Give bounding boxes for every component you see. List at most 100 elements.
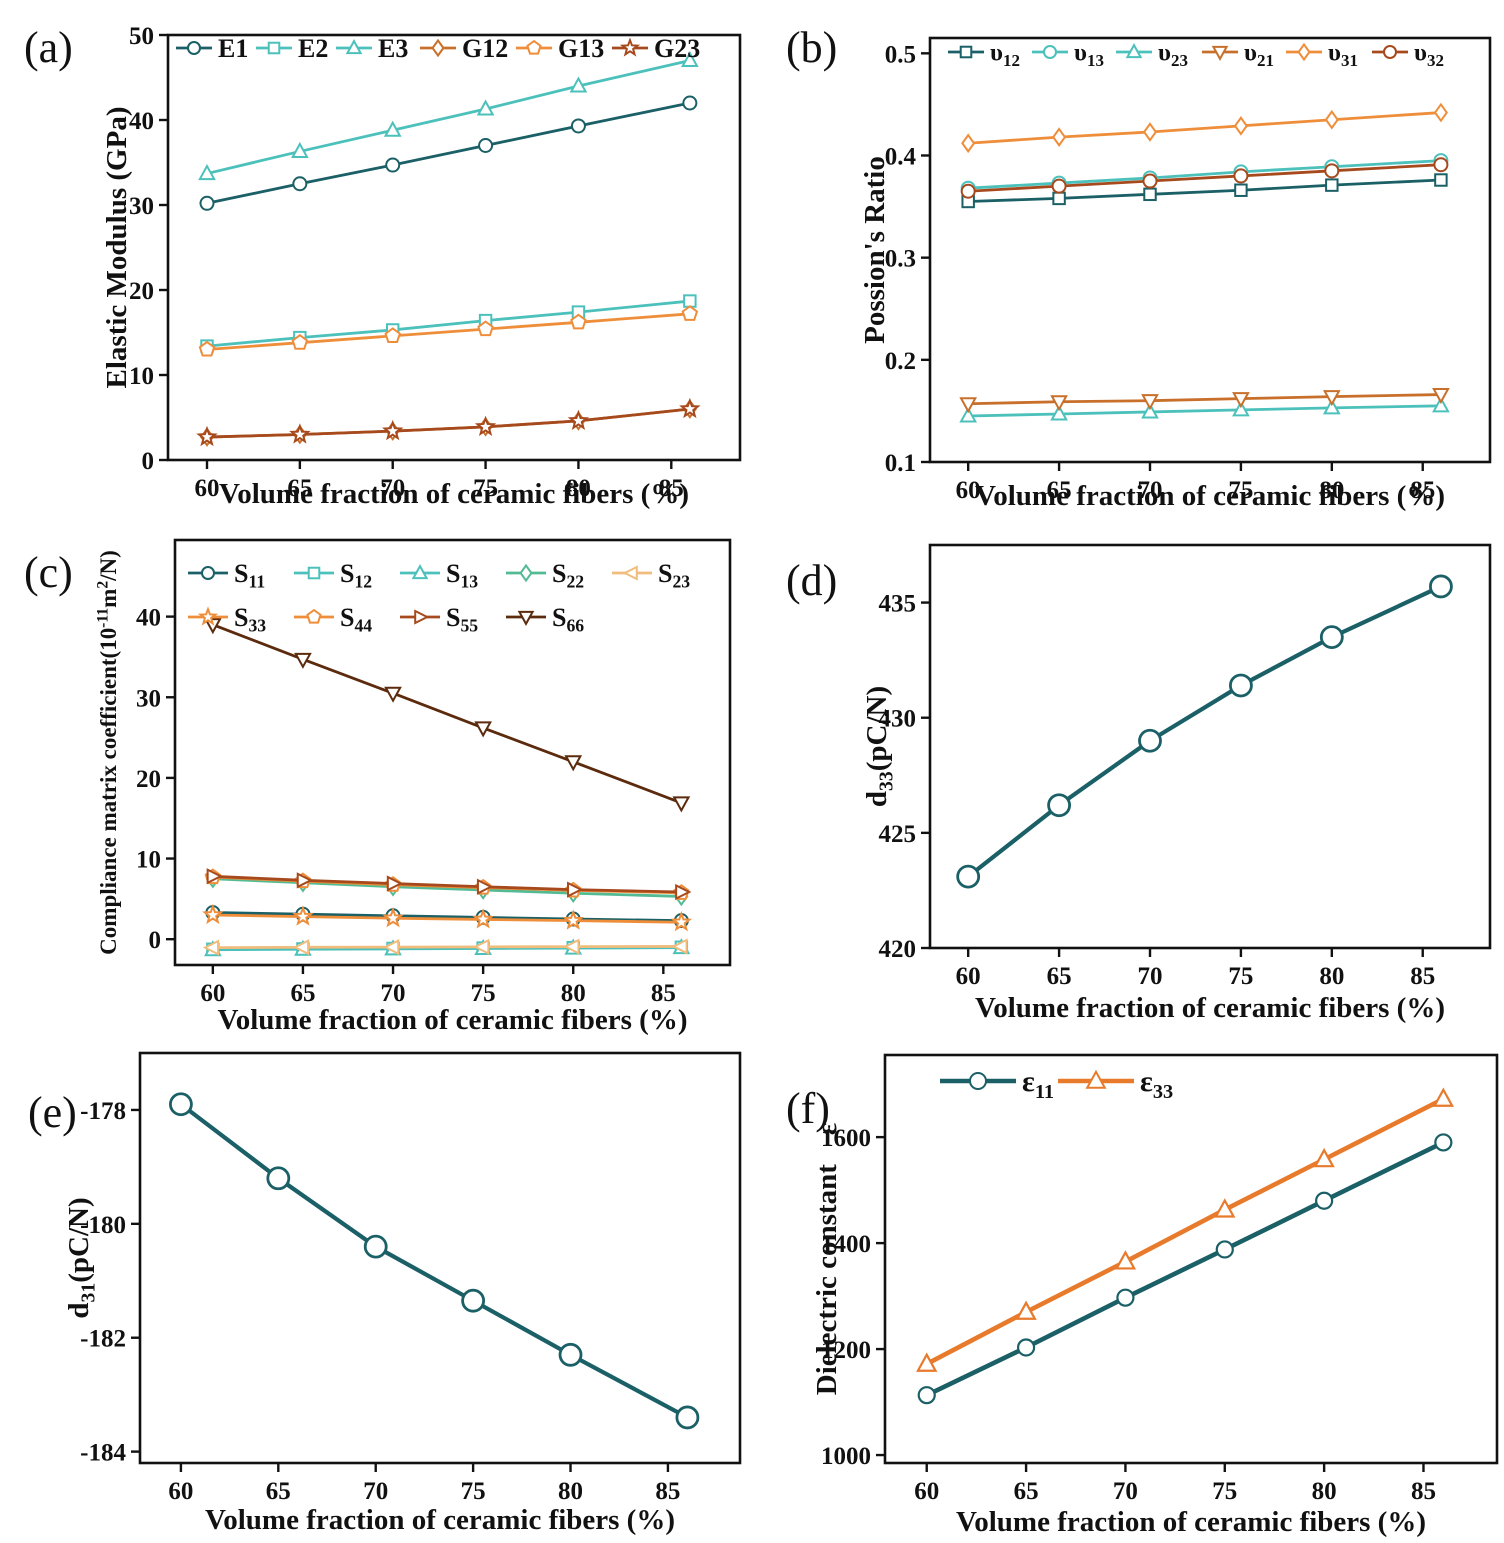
marker-S66 <box>564 755 583 772</box>
marker-G23 <box>474 415 497 436</box>
marker-S66 <box>203 618 222 635</box>
legend-marker-S23 <box>622 565 638 581</box>
x-tick-label: 80 <box>1319 963 1344 990</box>
y-tick-label: 10 <box>136 847 161 874</box>
marker-S55 <box>675 883 692 901</box>
marker-S23 <box>563 938 580 955</box>
marker-eps33 <box>1114 1250 1137 1270</box>
legend-label-S11: S11 <box>234 559 265 592</box>
marker-v32 <box>1433 157 1449 173</box>
marker-d31 <box>558 1342 583 1367</box>
legend-marker-S13 <box>411 564 429 580</box>
x-tick-label: 70 <box>381 980 406 1007</box>
legend-marker-S22 <box>519 563 533 583</box>
marker-E1 <box>385 157 401 173</box>
panel-c: (c) 60 65 70 75 80 85 0 10 20 30 40 Volume fraction… <box>0 515 752 1035</box>
marker-d33 <box>956 864 981 889</box>
y-axis-label: Compliance matrix coefficient(10-11m2/N) <box>94 550 121 955</box>
series-line-G23 <box>206 407 691 439</box>
panel-label-f: (f) <box>786 1084 830 1133</box>
x-tick-label: 85 <box>1410 963 1435 990</box>
series-line-S55 <box>212 874 682 894</box>
x-tick-label: 60 <box>914 1478 939 1505</box>
legend-label-v12: υ12 <box>990 40 1020 71</box>
marker-S33 <box>670 910 693 932</box>
y-axis-label: Elastic Modulus (GPa) <box>101 107 133 389</box>
marker-v31 <box>1433 102 1448 123</box>
marker-d33 <box>1138 728 1162 753</box>
marker-d33 <box>1229 673 1253 698</box>
marker-eps33 <box>916 1352 938 1372</box>
marker-S55 <box>386 875 404 892</box>
marker-E3 <box>291 141 309 158</box>
marker-d31 <box>266 1166 291 1191</box>
panel-label-e: (e) <box>28 1088 77 1137</box>
marker-E3 <box>198 163 216 181</box>
marker-v12 <box>1052 191 1066 206</box>
marker-eps11 <box>1315 1191 1334 1210</box>
plot-frame <box>928 36 1492 464</box>
marker-G13 <box>198 340 216 357</box>
y-tick-label: 0.5 <box>885 41 916 68</box>
marker-eps33 <box>1214 1198 1236 1218</box>
y-tick-label: 20 <box>129 278 154 305</box>
x-tick-label: 85 <box>659 475 684 502</box>
y-tick-label: -178 <box>80 1098 126 1125</box>
legend-marker-v12 <box>959 45 973 59</box>
marker-S23 <box>473 938 490 955</box>
legend-marker-eps11 <box>969 1072 987 1090</box>
legend-label-eps33: ε33 <box>1140 1065 1173 1103</box>
y-tick-label: 20 <box>136 766 161 793</box>
marker-v12 <box>1143 187 1157 202</box>
x-tick-label: 85 <box>1411 1478 1436 1505</box>
y-tick-label: 30 <box>129 193 154 220</box>
legend-label-v31: υ31 <box>1328 40 1358 71</box>
legend-marker-eps33 <box>1085 1069 1107 1089</box>
y-tick-label: 1400 <box>821 1231 871 1258</box>
marker-eps11 <box>1434 1133 1453 1152</box>
x-axis-label: Volume fraction of ceramic fibers (%) <box>217 1004 687 1035</box>
series-line-eps11 <box>925 1140 1445 1398</box>
chart-e-d31: 60 65 70 75 80 85 -184 -182 -180 -178 Volume fract… <box>63 1051 742 1536</box>
panel-a: (a) 60 65 70 75 80 85 0 10 20 30 40 50 Volume fracti… <box>0 0 752 515</box>
legend-marker-G23 <box>619 37 641 57</box>
y-tick-label: -180 <box>80 1212 126 1239</box>
legend-marker-v31 <box>1297 42 1311 62</box>
legend-marker-G13 <box>526 39 542 55</box>
marker-v32 <box>1233 168 1249 184</box>
marker-d33 <box>1429 574 1453 599</box>
x-tick-label: 75 <box>1228 477 1253 504</box>
x-axis-label: Volume fraction of ceramic fibers (%) <box>975 480 1445 512</box>
x-tick-label: 70 <box>380 475 405 502</box>
legend-marker-v32 <box>1383 45 1397 59</box>
series-line-G13 <box>206 312 690 351</box>
marker-d31 <box>363 1234 388 1259</box>
marker-v23 <box>1141 402 1159 419</box>
y-axis-label: Dielectric constant ε <box>811 1123 843 1396</box>
legend-label-E3: E3 <box>378 34 408 63</box>
x-tick-label: 65 <box>1014 1478 1039 1505</box>
legend-label-S44: S44 <box>340 603 372 636</box>
marker-S23 <box>671 938 688 955</box>
legend-marker-S44 <box>306 608 322 624</box>
marker-G13 <box>681 305 699 321</box>
marker-S55 <box>476 878 494 895</box>
legend-marker-v23 <box>1125 43 1143 59</box>
marker-v12 <box>1434 173 1448 187</box>
chart-c-compliance-matrix: 60 65 70 75 80 85 0 10 20 30 40 Volume fraction of … <box>94 538 732 1035</box>
x-tick-label: 70 <box>1138 477 1163 504</box>
marker-v23 <box>1232 400 1250 417</box>
legend-label-S55: S55 <box>446 603 478 636</box>
marker-G13 <box>384 327 401 343</box>
marker-v23 <box>959 406 978 423</box>
marker-S55 <box>567 881 584 898</box>
y-tick-label: 0 <box>142 448 155 475</box>
marker-E1 <box>682 95 698 111</box>
series-line-v12 <box>968 178 1441 203</box>
series-line-d33 <box>966 584 1442 879</box>
panel-b: (b) 60 65 70 75 80 85 0.1 0.2 0.3 0.4 0.5 Volume fr… <box>752 0 1504 515</box>
marker-S66 <box>294 652 312 669</box>
legend-marker-S11 <box>201 566 215 580</box>
marker-S33 <box>472 908 494 929</box>
marker-v12 <box>1234 183 1248 197</box>
